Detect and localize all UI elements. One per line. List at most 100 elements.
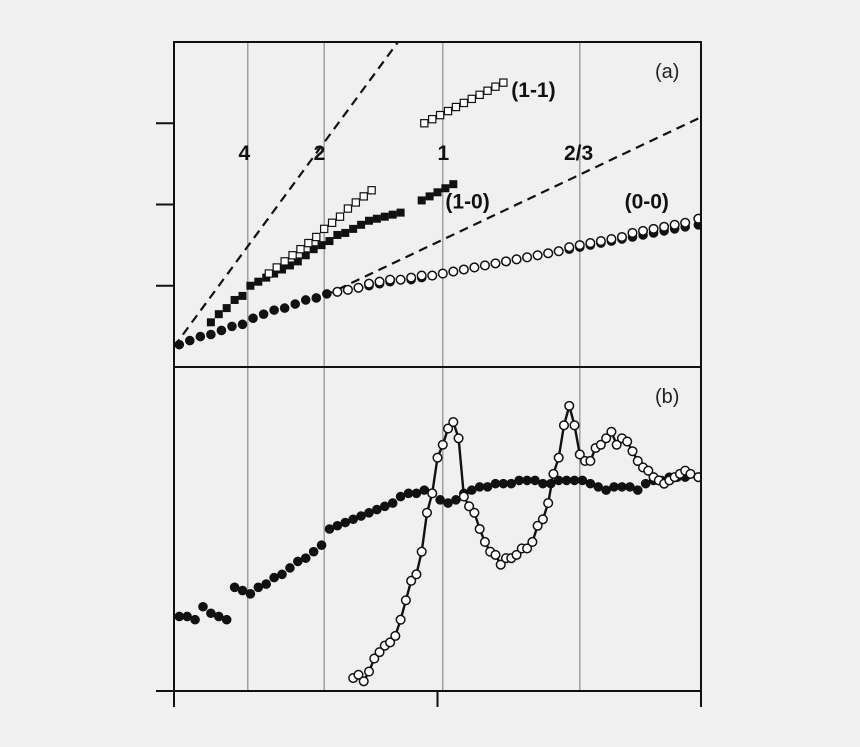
data-point xyxy=(514,475,524,486)
data-point xyxy=(564,400,575,411)
data-point xyxy=(490,478,501,489)
data-point xyxy=(182,611,192,622)
data-point xyxy=(469,262,480,273)
data-point xyxy=(474,482,485,492)
data-point xyxy=(538,478,548,489)
data-point xyxy=(411,569,422,580)
data-point xyxy=(296,244,305,254)
data-point xyxy=(464,501,475,512)
data-point xyxy=(569,475,580,486)
data-point xyxy=(499,78,508,87)
data-point xyxy=(632,455,643,467)
data-point xyxy=(206,608,216,619)
data-point xyxy=(261,579,272,589)
annotation-label: 4 xyxy=(239,142,251,165)
data-point xyxy=(293,556,303,567)
data-point xyxy=(332,520,343,531)
data-point xyxy=(500,256,512,267)
data-point xyxy=(425,192,434,201)
data-point xyxy=(659,221,670,232)
data-point xyxy=(340,517,351,528)
data-point xyxy=(574,449,585,460)
data-point xyxy=(230,295,239,304)
data-point xyxy=(490,549,501,560)
data-point xyxy=(625,482,635,492)
data-point xyxy=(316,540,327,551)
data-point xyxy=(511,254,522,265)
data-point xyxy=(483,86,492,95)
data-point xyxy=(495,559,506,570)
data-point xyxy=(537,514,548,525)
data-point xyxy=(285,261,294,270)
data-point xyxy=(416,546,427,557)
data-point xyxy=(606,233,617,245)
data-point xyxy=(428,114,437,124)
data-point xyxy=(288,251,297,260)
data-point xyxy=(437,268,448,279)
data-point xyxy=(385,274,396,285)
data-point xyxy=(527,536,538,548)
data-point xyxy=(432,452,443,463)
data-point xyxy=(222,304,231,313)
data-point xyxy=(319,224,329,234)
data-point xyxy=(427,270,438,281)
data-point xyxy=(372,504,382,515)
data-point xyxy=(643,465,654,476)
annotation-label: 2 xyxy=(314,142,326,165)
data-point xyxy=(304,238,313,248)
data-point xyxy=(308,546,319,557)
panel-b: (b) xyxy=(156,367,701,692)
data-point xyxy=(353,669,364,680)
data-point xyxy=(400,595,411,606)
data-point xyxy=(349,224,358,233)
data-point xyxy=(258,309,269,319)
data-point xyxy=(395,491,406,502)
annotation-label: 2/3 xyxy=(564,142,593,165)
data-point xyxy=(269,572,279,583)
data-point xyxy=(435,495,445,505)
data-point xyxy=(617,482,627,492)
data-point xyxy=(595,439,606,450)
data-point xyxy=(511,549,522,560)
data-point xyxy=(324,524,335,534)
data-point xyxy=(522,475,532,486)
annotation-label: (1-0) xyxy=(445,191,489,214)
data-point xyxy=(374,276,385,287)
data-point xyxy=(198,601,208,612)
data-point xyxy=(374,647,385,658)
data-point xyxy=(479,260,490,271)
data-point xyxy=(522,543,533,554)
data-point xyxy=(343,204,353,213)
data-point xyxy=(469,507,480,518)
data-point xyxy=(421,507,433,518)
data-point xyxy=(280,257,289,266)
data-point xyxy=(248,313,258,324)
data-point xyxy=(190,614,200,625)
data-point xyxy=(558,420,570,431)
data-point xyxy=(622,436,633,447)
dashed-reference-line xyxy=(323,116,701,297)
data-point xyxy=(627,227,638,238)
data-point xyxy=(277,569,287,580)
data-point xyxy=(195,331,206,342)
data-point xyxy=(693,213,701,224)
data-point xyxy=(490,258,501,269)
data-point xyxy=(206,329,216,340)
data-point xyxy=(459,98,469,108)
data-point xyxy=(253,582,264,593)
data-point xyxy=(448,417,459,428)
data-point xyxy=(351,198,361,207)
data-point xyxy=(467,94,476,104)
panel-label: (a) xyxy=(655,61,679,83)
data-point xyxy=(475,90,484,100)
data-point xyxy=(214,310,223,319)
annotation-label: (0-0) xyxy=(625,191,669,214)
data-point xyxy=(279,303,290,313)
data-point xyxy=(595,236,606,247)
data-point xyxy=(435,110,445,120)
data-point xyxy=(561,475,572,486)
data-point xyxy=(388,210,397,219)
plot-area xyxy=(174,400,701,687)
data-point xyxy=(522,252,533,263)
